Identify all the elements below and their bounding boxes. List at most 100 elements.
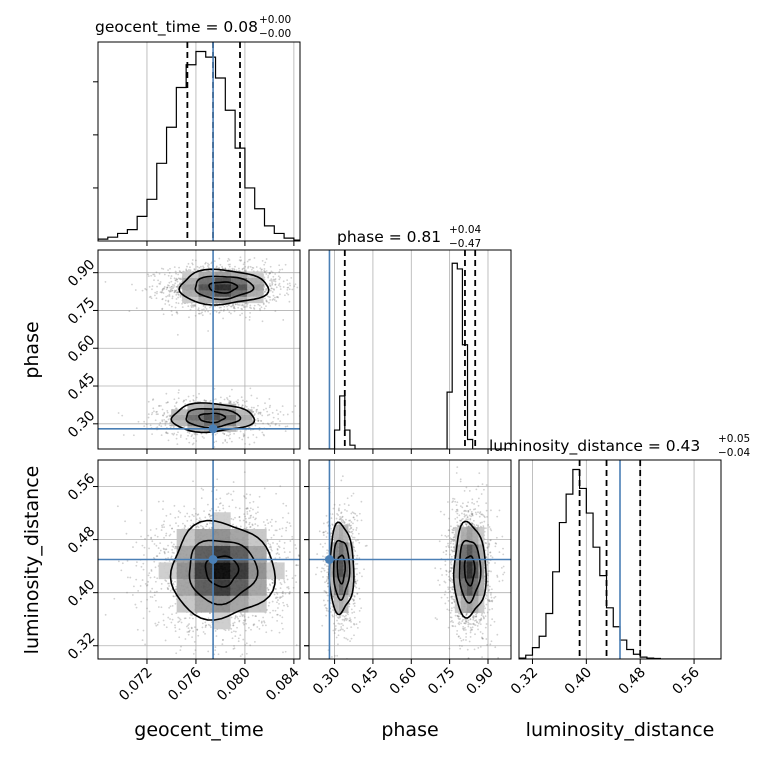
scatter-point (174, 306, 177, 309)
scatter-point (189, 308, 192, 311)
scatter-point (242, 433, 245, 435)
scatter-point (180, 294, 183, 297)
scatter-point (227, 492, 230, 495)
x-tick-label-luminosity_distance: 0.32 (508, 665, 541, 698)
scatter-point (266, 295, 269, 298)
scatter-point (251, 614, 254, 617)
scatter-point (265, 288, 267, 291)
hist-bar-luminosity_distance (573, 469, 580, 659)
scatter-point (155, 413, 158, 416)
scatter-point (214, 630, 217, 632)
scatter-point (249, 304, 252, 307)
scatter-point (198, 312, 200, 315)
scatter-point (232, 304, 235, 307)
scatter-point (169, 277, 172, 280)
scatter-point (286, 286, 289, 289)
scatter-point (255, 517, 257, 520)
scatter-point (173, 291, 176, 293)
scatter-point (274, 310, 277, 313)
scatter-point (282, 592, 284, 595)
scatter-point (171, 289, 174, 292)
scatter-point (268, 529, 271, 531)
scatter-point (158, 552, 161, 555)
scatter-point (231, 388, 233, 391)
scatter-point (259, 413, 262, 415)
scatter-point (241, 613, 243, 616)
scatter-point (176, 280, 179, 283)
scatter-point (169, 533, 172, 536)
scatter-point (220, 306, 222, 309)
scatter-point (159, 421, 162, 424)
scatter-point (234, 265, 236, 268)
scatter-point (271, 581, 274, 584)
scatter-point (245, 622, 248, 625)
scatter-point (226, 397, 228, 399)
scatter-point (222, 317, 224, 320)
scatter-point (244, 316, 247, 319)
scatter-point (256, 511, 259, 514)
scatter-point (156, 535, 159, 538)
scatter-point (258, 304, 261, 307)
hist-bar-luminosity_distance (546, 614, 553, 659)
scatter-point (219, 497, 222, 500)
scatter-point (193, 432, 196, 435)
scatter-point (276, 596, 279, 599)
scatter-point (263, 620, 265, 623)
scatter-point (171, 295, 174, 298)
scatter-point (145, 423, 148, 426)
scatter-point (243, 434, 246, 437)
scatter-point (152, 398, 155, 400)
scatter-point (224, 267, 227, 270)
scatter-point (165, 416, 168, 419)
scatter-point (270, 279, 273, 282)
scatter-point (169, 267, 171, 270)
scatter-point (168, 284, 170, 287)
contour-line (185, 408, 242, 429)
scatter-point (135, 578, 138, 581)
scatter-point (233, 310, 236, 313)
scatter-point (224, 629, 227, 632)
scatter-point (131, 594, 134, 596)
scatter-point (232, 518, 235, 521)
scatter-point (232, 307, 235, 309)
scatter-point (229, 305, 232, 308)
scatter-point (157, 547, 160, 549)
scatter-point (257, 419, 260, 422)
scatter-point (248, 316, 251, 318)
scatter-point (214, 305, 217, 308)
scatter-point (175, 272, 177, 275)
scatter-point (209, 399, 212, 402)
scatter-point (294, 574, 297, 577)
scatter-point (164, 548, 167, 551)
scatter-point (261, 414, 264, 417)
scatter-point (202, 527, 205, 530)
scatter-point (285, 529, 287, 532)
scatter-point (226, 260, 229, 262)
scatter-point (203, 399, 206, 402)
scatter-point (150, 413, 153, 416)
scatter-point (235, 400, 238, 403)
scatter-point (174, 282, 177, 285)
scatter-point (261, 268, 263, 271)
scatter-point (272, 278, 275, 281)
scatter-point (287, 587, 290, 590)
density-cell (187, 414, 204, 421)
scatter-point (208, 263, 210, 266)
scatter-point (177, 516, 180, 518)
scatter-point (169, 513, 172, 515)
scatter-point (160, 291, 163, 294)
scatter-point (271, 581, 274, 584)
scatter-point (153, 279, 155, 282)
scatter-point (242, 614, 245, 617)
scatter-point (257, 506, 259, 509)
scatter-point (217, 653, 220, 656)
scatter-point (170, 287, 173, 290)
scatter-point (274, 283, 277, 286)
scatter-point (275, 529, 278, 532)
scatter-point (188, 316, 190, 319)
scatter-point (158, 424, 161, 426)
scatter-point (253, 414, 256, 417)
density-cell (182, 277, 199, 285)
scatter-point (183, 425, 186, 428)
scatter-point (242, 519, 245, 522)
